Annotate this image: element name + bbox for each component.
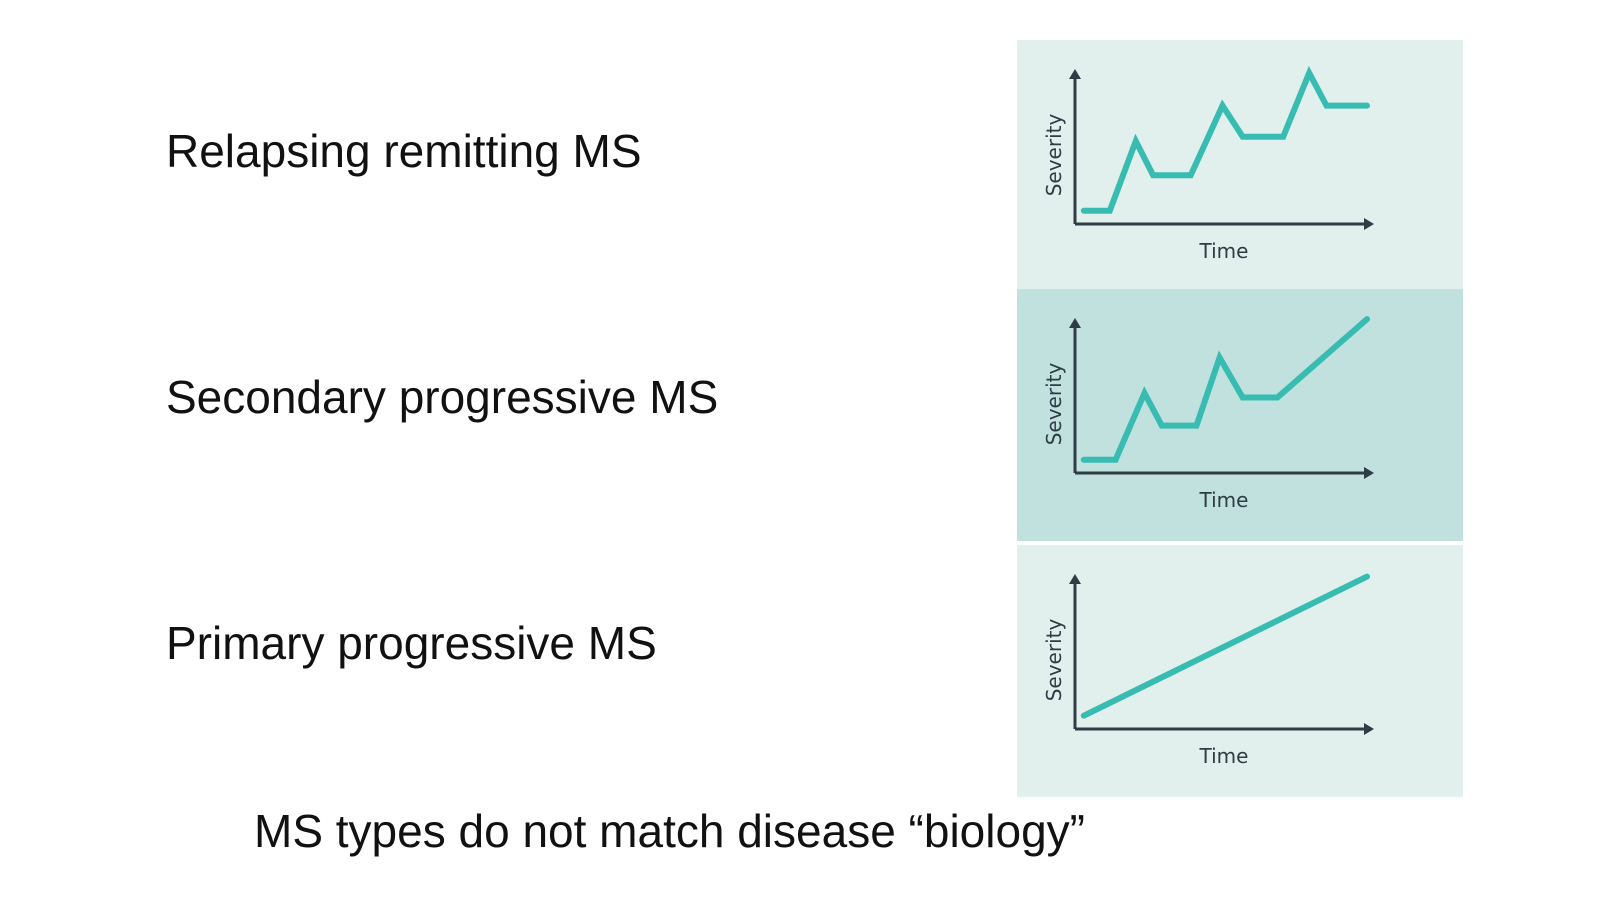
x-axis-arrowhead <box>1364 723 1374 735</box>
panel-background <box>1017 545 1463 797</box>
ms-type-label-secondary-progressive: Secondary progressive MS <box>166 371 719 423</box>
severity-line <box>1080 573 1370 719</box>
y-axis-label: Severity <box>1042 363 1066 446</box>
chart-axes <box>1069 69 1374 230</box>
chart-panel-primary-progressive: Time Severity <box>1017 545 1463 797</box>
severity-time-chart: Time Severity <box>1017 40 1463 292</box>
y-axis-label: Severity <box>1042 619 1066 702</box>
chart-axes <box>1069 318 1374 479</box>
chart-panel-relapsing-remitting: Time Severity <box>1017 40 1463 292</box>
severity-time-chart: Time Severity <box>1017 289 1463 541</box>
ms-type-label-relapsing-remitting: Relapsing remitting MS <box>166 125 642 177</box>
panel-background <box>1017 40 1463 292</box>
x-axis-arrowhead <box>1364 218 1374 230</box>
severity-line <box>1080 316 1370 463</box>
severity-time-chart: Time Severity <box>1017 545 1463 797</box>
x-axis-label: Time <box>1199 488 1249 512</box>
y-axis-arrowhead <box>1069 574 1081 584</box>
panel-background <box>1017 289 1463 541</box>
chart-panels: Time Severity Time Severity Time Severit… <box>1017 40 1463 797</box>
x-axis-label: Time <box>1199 744 1249 768</box>
chart-panel-secondary-progressive: Time Severity <box>1017 289 1463 541</box>
x-axis-label: Time <box>1199 239 1249 263</box>
y-axis-arrowhead <box>1069 318 1081 328</box>
chart-axes <box>1069 574 1374 735</box>
y-axis-label: Severity <box>1042 114 1066 197</box>
ms-type-label-primary-progressive: Primary progressive MS <box>166 617 657 669</box>
x-axis-arrowhead <box>1364 467 1374 479</box>
y-axis-arrowhead <box>1069 69 1081 79</box>
severity-line <box>1080 65 1370 214</box>
slide-caption: MS types do not match disease “biology” <box>254 805 1085 857</box>
